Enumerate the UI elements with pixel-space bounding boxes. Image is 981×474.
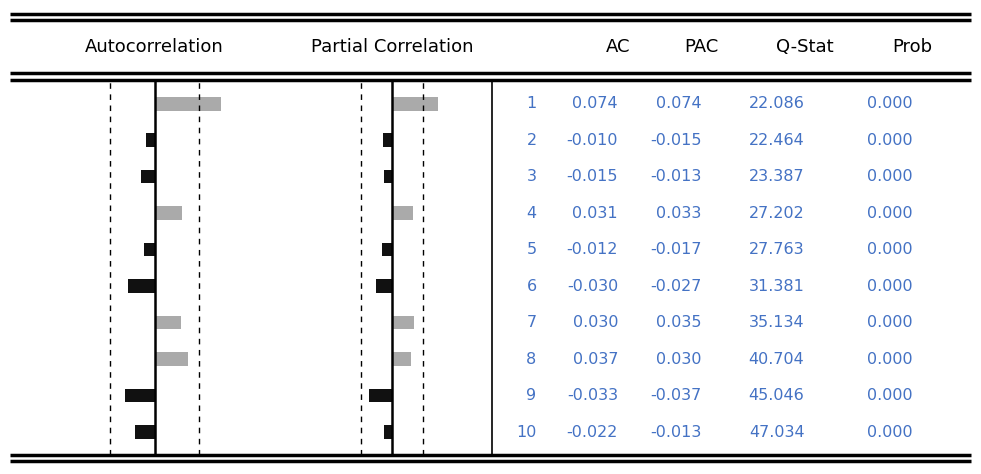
Text: 0.000: 0.000 — [866, 315, 912, 330]
Bar — [145, 133, 155, 147]
Bar — [155, 97, 221, 110]
Text: 6: 6 — [527, 279, 537, 293]
Text: PAC: PAC — [685, 38, 718, 56]
Text: -0.015: -0.015 — [567, 169, 618, 184]
Text: 0.000: 0.000 — [866, 206, 912, 220]
Bar — [141, 170, 154, 183]
Text: -0.033: -0.033 — [567, 388, 618, 403]
Text: 0.000: 0.000 — [866, 242, 912, 257]
Text: 0.074: 0.074 — [655, 96, 701, 111]
Bar — [376, 279, 392, 293]
Text: -0.015: -0.015 — [650, 133, 701, 147]
Text: 0.000: 0.000 — [866, 96, 912, 111]
Text: 22.086: 22.086 — [749, 96, 804, 111]
Bar — [134, 425, 155, 439]
Text: 0.000: 0.000 — [866, 133, 912, 147]
Text: 47.034: 47.034 — [749, 425, 804, 439]
Bar — [392, 206, 413, 220]
Text: 7: 7 — [527, 315, 537, 330]
Bar — [392, 352, 411, 366]
Text: Q-Stat: Q-Stat — [776, 38, 833, 56]
Text: -0.022: -0.022 — [567, 425, 618, 439]
Bar — [384, 133, 392, 147]
Text: 0.000: 0.000 — [866, 388, 912, 403]
Text: Autocorrelation: Autocorrelation — [85, 38, 224, 56]
Text: 0.030: 0.030 — [656, 352, 701, 366]
Bar — [370, 389, 392, 402]
Text: 0.037: 0.037 — [573, 352, 618, 366]
Text: -0.030: -0.030 — [567, 279, 618, 293]
Text: Partial Correlation: Partial Correlation — [311, 38, 474, 56]
Text: 35.134: 35.134 — [749, 315, 804, 330]
Text: 0.030: 0.030 — [573, 315, 618, 330]
Bar — [155, 352, 187, 366]
Text: 22.464: 22.464 — [749, 133, 804, 147]
Bar — [125, 389, 155, 402]
Text: 40.704: 40.704 — [749, 352, 804, 366]
Bar — [392, 316, 414, 329]
Bar — [385, 425, 392, 439]
Text: 45.046: 45.046 — [749, 388, 804, 403]
Text: -0.010: -0.010 — [567, 133, 618, 147]
Text: 5: 5 — [527, 242, 537, 257]
Text: 3: 3 — [527, 169, 537, 184]
Text: 27.202: 27.202 — [749, 206, 804, 220]
Bar — [144, 243, 155, 256]
Bar — [128, 279, 155, 293]
Text: -0.027: -0.027 — [650, 279, 701, 293]
Bar — [155, 206, 182, 220]
Text: -0.012: -0.012 — [567, 242, 618, 257]
Text: 31.381: 31.381 — [749, 279, 804, 293]
Text: -0.017: -0.017 — [650, 242, 701, 257]
Text: 27.763: 27.763 — [749, 242, 804, 257]
Text: AC: AC — [606, 38, 630, 56]
Text: 0.000: 0.000 — [866, 279, 912, 293]
Text: 0.000: 0.000 — [866, 169, 912, 184]
Text: -0.037: -0.037 — [650, 388, 701, 403]
Text: 2: 2 — [527, 133, 537, 147]
Text: 1: 1 — [527, 96, 537, 111]
Text: 8: 8 — [527, 352, 537, 366]
Text: 0.033: 0.033 — [656, 206, 701, 220]
Text: Prob: Prob — [893, 38, 932, 56]
Text: 9: 9 — [527, 388, 537, 403]
Text: 0.035: 0.035 — [656, 315, 701, 330]
Text: -0.013: -0.013 — [650, 169, 701, 184]
Text: 23.387: 23.387 — [749, 169, 804, 184]
Bar — [385, 170, 392, 183]
Bar — [155, 316, 181, 329]
Text: 0.000: 0.000 — [866, 352, 912, 366]
Bar — [392, 97, 439, 110]
Text: 0.074: 0.074 — [572, 96, 618, 111]
Bar — [382, 243, 392, 256]
Text: -0.013: -0.013 — [650, 425, 701, 439]
Text: 4: 4 — [527, 206, 537, 220]
Text: 0.031: 0.031 — [572, 206, 618, 220]
Text: 10: 10 — [516, 425, 537, 439]
Text: 0.000: 0.000 — [866, 425, 912, 439]
